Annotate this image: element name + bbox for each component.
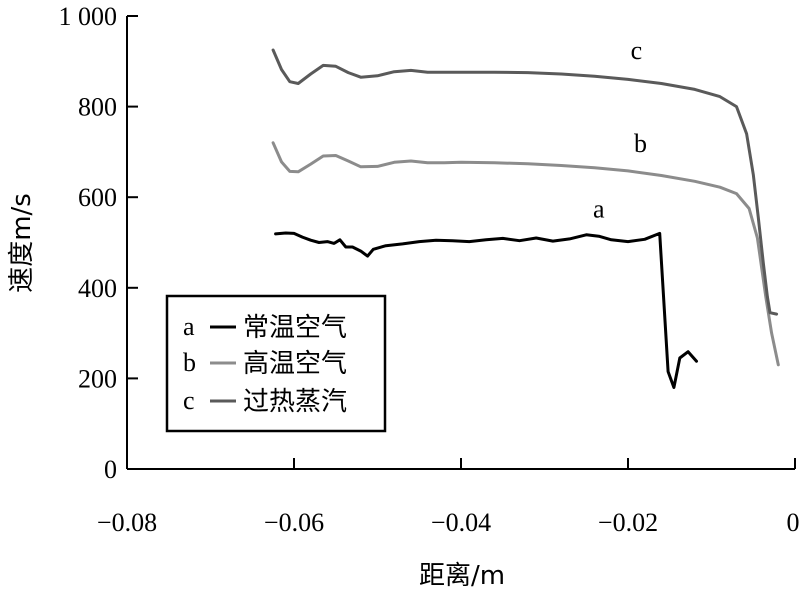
x-tick-label: −0.02 — [598, 508, 658, 537]
series-layer — [271, 48, 780, 389]
x-ticks: −0.08 −0.06 −0.04 −0.02 0 — [97, 458, 800, 537]
legend-label-c: 过热蒸汽 — [243, 387, 347, 417]
y-tick-label: 1 000 — [59, 2, 118, 31]
x-tick-label: 0 — [787, 508, 800, 537]
series-line-c — [271, 48, 779, 316]
y-tick-label: 600 — [78, 183, 117, 212]
legend-label-a: 常温空气 — [243, 313, 347, 343]
legend-letter-b: b — [183, 348, 196, 377]
y-tick-label: 400 — [78, 274, 117, 303]
legend-letter-c: c — [183, 386, 195, 415]
legend-box — [165, 294, 387, 433]
curve-labels: c b a — [593, 36, 647, 224]
y-tick-label: 800 — [78, 93, 117, 122]
legend-entry-c: c 过热蒸汽 — [183, 386, 347, 417]
x-axis-title: 距离/m — [419, 561, 505, 591]
curve-label-a: a — [593, 195, 605, 224]
y-ticks: 0 200 400 600 800 1 000 — [59, 2, 138, 484]
curve-label-c: c — [631, 36, 643, 65]
series-line-a — [274, 231, 698, 389]
y-axis-title: 速度m/s — [7, 193, 37, 293]
legend-label-b: 高温空气 — [243, 349, 347, 379]
y-tick-label: 200 — [78, 364, 117, 393]
series-line-b — [271, 141, 780, 367]
x-tick-label: −0.08 — [97, 508, 157, 537]
curve-label-b: b — [634, 129, 647, 158]
legend-entry-b: b 高温空气 — [183, 348, 347, 379]
legend: a 常温空气 b 高温空气 c 过热蒸汽 — [165, 294, 387, 433]
x-tick-label: −0.06 — [264, 508, 324, 537]
legend-letter-a: a — [183, 312, 195, 341]
legend-entry-a: a 常温空气 — [183, 312, 347, 343]
y-tick-label: 0 — [104, 455, 117, 484]
x-tick-label: −0.04 — [431, 508, 491, 537]
